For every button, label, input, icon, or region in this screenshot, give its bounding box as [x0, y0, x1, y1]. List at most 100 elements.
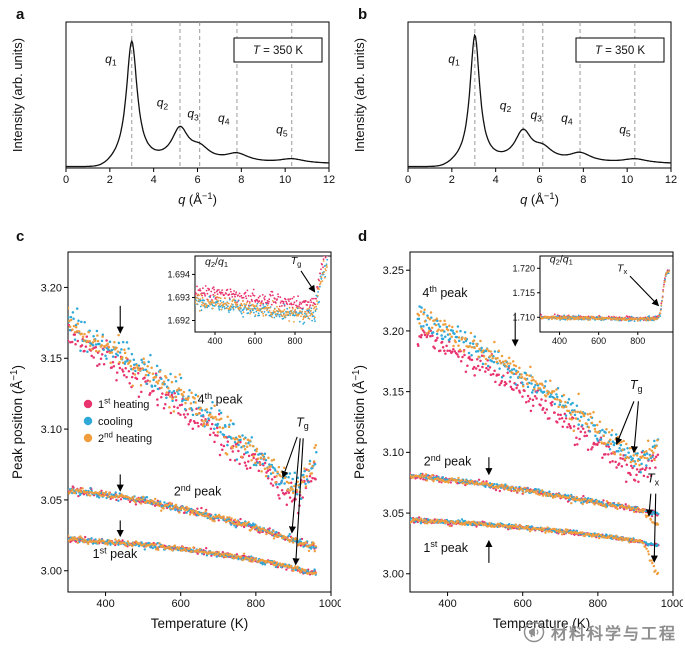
svg-text:3.20: 3.20	[383, 326, 404, 338]
svg-text:Tx: Tx	[647, 472, 660, 488]
svg-text:1.694: 1.694	[167, 270, 190, 280]
annotations-c: 4th peak 2nd peak 1st peak Tg	[93, 305, 309, 566]
svg-text:0: 0	[63, 174, 69, 186]
svg-text:3.15: 3.15	[383, 386, 404, 398]
axes-b: 0 2 4 6 8 10 12 q (Å−1) Intensity (arb. units)	[352, 21, 677, 207]
svg-text:q2: q2	[157, 96, 169, 112]
svg-text:q2/q1: q2/q1	[205, 256, 228, 269]
svg-text:400: 400	[438, 598, 456, 610]
svg-text:Tg: Tg	[296, 415, 309, 431]
svg-text:3.10: 3.10	[41, 424, 62, 436]
svg-text:q5: q5	[276, 123, 288, 139]
svg-text:2: 2	[107, 174, 113, 186]
svg-text:3.25: 3.25	[383, 265, 404, 277]
svg-text:400: 400	[207, 336, 222, 346]
svg-text:800: 800	[247, 598, 265, 610]
svg-text:T = 350 K: T = 350 K	[253, 45, 304, 57]
svg-text:1.715: 1.715	[512, 288, 535, 298]
legend-marker	[83, 399, 93, 409]
svg-text:3.05: 3.05	[383, 508, 404, 520]
svg-text:2nd peak: 2nd peak	[174, 483, 222, 499]
svg-text:2nd heating: 2nd heating	[98, 431, 152, 445]
svg-text:1st heating: 1st heating	[98, 397, 149, 411]
svg-text:8: 8	[238, 174, 244, 186]
svg-text:600: 600	[591, 336, 606, 346]
svg-text:q4: q4	[218, 111, 230, 127]
svg-text:2nd peak: 2nd peak	[424, 453, 472, 469]
plot-content-a: q1 q2 q3 q4 q5 T = 350 K	[66, 22, 329, 168]
watermark-text: 材料科学与工程	[550, 626, 677, 643]
svg-text:q3: q3	[187, 107, 199, 123]
temperature-annotation-box	[575, 37, 665, 63]
svg-text:Peak position (Å−1): Peak position (Å−1)	[351, 365, 367, 479]
svg-text:1.720: 1.720	[512, 263, 535, 273]
svg-text:Temperature (K): Temperature (K)	[151, 616, 249, 631]
svg-text:4th peak: 4th peak	[198, 391, 244, 407]
chart-d: 400 600 800 1000 3.00 3.05 3.10 3.15 3.20 3.25 Tem…	[351, 228, 685, 631]
svg-text:1st peak: 1st peak	[93, 545, 138, 561]
panel-a: 0 2 4 6 8 10 12 q (Å−1) Intensity (arb. units) q1…	[8, 4, 341, 227]
scatter-points-d	[410, 305, 660, 576]
svg-text:12: 12	[323, 174, 335, 186]
svg-text:b: b	[358, 6, 367, 23]
svg-text:6: 6	[194, 174, 200, 186]
svg-text:400: 400	[552, 336, 567, 346]
svg-text:400: 400	[96, 598, 114, 610]
axes-d: 400 600 800 1000 3.00 3.05 3.10 3.15 3.20 3.25 Tem…	[351, 251, 685, 631]
svg-text:10: 10	[279, 174, 291, 186]
panel-b: 0 2 4 6 8 10 12 q (Å−1) Intensity (arb. units) q1…	[350, 4, 683, 227]
scatter-points-d-inset	[540, 269, 671, 323]
svg-text:600: 600	[247, 336, 262, 346]
svg-text:3.15: 3.15	[41, 353, 62, 365]
svg-text:600: 600	[172, 598, 190, 610]
svg-text:q3: q3	[530, 108, 542, 124]
svg-text:3.00: 3.00	[383, 569, 404, 581]
axes-c: 400 600 800 1000 3.00 3.05 3.10 3.15 3.20 Tempera…	[9, 251, 343, 631]
scatter-points-c	[68, 306, 318, 576]
svg-text:0: 0	[405, 174, 411, 186]
svg-text:4th peak: 4th peak	[422, 284, 468, 300]
svg-text:1.710: 1.710	[512, 312, 535, 322]
megaphone-icon	[523, 621, 545, 643]
svg-text:800: 800	[630, 336, 645, 346]
svg-text:3.05: 3.05	[41, 495, 62, 507]
svg-text:3.00: 3.00	[41, 566, 62, 578]
svg-text:q4: q4	[561, 111, 573, 127]
legend-marker	[83, 433, 93, 443]
svg-text:600: 600	[514, 598, 532, 610]
svg-text:cooling: cooling	[98, 416, 133, 428]
temperature-annotation-box	[233, 37, 323, 63]
panel-d: 400 600 800 1000 3.00 3.05 3.10 3.15 3.20 3.25 Tem…	[350, 226, 685, 655]
svg-text:c: c	[16, 228, 24, 245]
svg-text:8: 8	[580, 174, 586, 186]
chart-a: 0 2 4 6 8 10 12 q (Å−1) Intensity (arb. units) q1…	[10, 6, 335, 207]
chart-c: 400 600 800 1000 3.00 3.05 3.10 3.15 3.20 Tempera…	[9, 228, 343, 631]
annotations-d: 4th peak 2nd peak 1st peak Tg Tx	[422, 284, 660, 563]
intensity-curve	[66, 39, 329, 168]
axes-a: 0 2 4 6 8 10 12 q (Å−1) Intensity (arb. units)	[10, 21, 335, 207]
svg-text:q1: q1	[448, 52, 460, 68]
svg-text:10: 10	[621, 174, 633, 186]
svg-text:Tg: Tg	[630, 378, 643, 394]
svg-text:2: 2	[449, 174, 455, 186]
watermark: 材料科学与工程	[523, 620, 677, 644]
svg-text:800: 800	[287, 336, 302, 346]
axes-d-inset: 400 600 800 1.710 1.715 1.720	[512, 255, 674, 346]
legend: 1st heating cooling 2nd heating	[83, 397, 152, 445]
svg-text:q (Å−1): q (Å−1)	[178, 191, 217, 207]
svg-text:q5: q5	[619, 123, 631, 139]
svg-text:1000: 1000	[319, 598, 341, 610]
svg-text:1st peak: 1st peak	[423, 539, 468, 555]
svg-text:Tg: Tg	[291, 255, 302, 268]
svg-text:Temperature (K): Temperature (K)	[493, 616, 591, 631]
svg-text:3.20: 3.20	[41, 282, 62, 294]
svg-text:800: 800	[589, 598, 607, 610]
svg-text:6: 6	[536, 174, 542, 186]
panel-c: 400 600 800 1000 3.00 3.05 3.10 3.15 3.20 Tempera…	[8, 226, 343, 655]
legend-marker	[83, 416, 93, 426]
svg-text:Intensity (arb. units): Intensity (arb. units)	[352, 38, 367, 152]
svg-text:4: 4	[493, 174, 499, 186]
annotations-c-inset: q2/q1 Tg	[205, 255, 316, 293]
